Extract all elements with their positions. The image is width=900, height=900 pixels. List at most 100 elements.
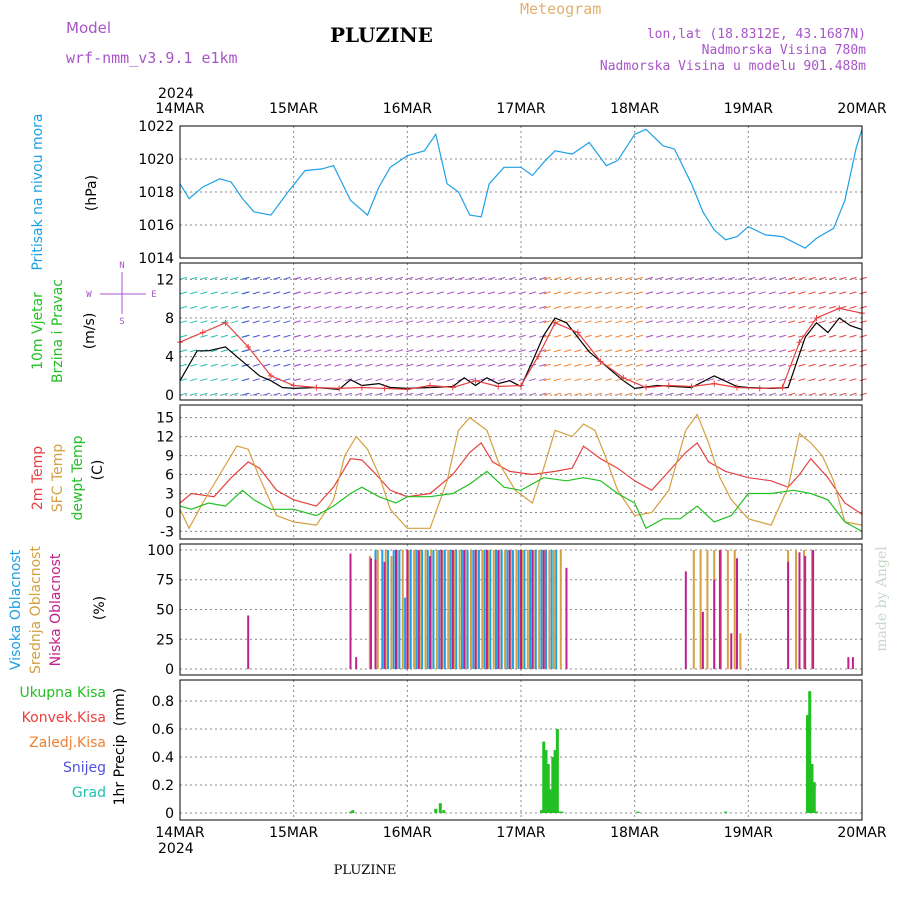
wind-arrow — [262, 291, 271, 295]
wind-arrow — [375, 378, 383, 382]
wind-arrow — [283, 334, 291, 338]
wind-arrow — [508, 305, 516, 309]
cloud-side-label-2: Srednja Oblacnost — [28, 546, 44, 674]
wind-arrow — [828, 320, 837, 324]
wind-arrow — [625, 320, 633, 324]
bar-niska-oblacnost — [394, 549, 397, 670]
wind-arrow — [727, 291, 736, 295]
temp-side-label-3: dewpt Temp — [70, 435, 86, 520]
wind-arrow — [344, 291, 352, 295]
wind-arrow — [798, 276, 806, 280]
wind-arrow — [273, 349, 281, 353]
wind-arrow — [467, 392, 475, 396]
wind-arrow — [808, 305, 816, 309]
wind-arrow — [200, 320, 208, 324]
series-line-pritisak-na-nivou-mora — [179, 128, 863, 249]
wind-arrow — [220, 363, 229, 367]
wind-arrow — [697, 378, 705, 382]
wind-arrow — [252, 291, 260, 295]
bar-niska-oblacnost — [565, 567, 568, 670]
y-tick-label: 12 — [156, 272, 174, 288]
wind-arrow — [528, 291, 537, 295]
bar-visoka-oblacnost — [500, 549, 503, 670]
wind-arrow — [446, 305, 455, 309]
y-tick-label: 4 — [165, 350, 174, 366]
bar-srednja-oblacnost — [726, 549, 729, 670]
wind-arrow — [697, 392, 705, 396]
bar-srednja-oblacnost — [407, 549, 410, 670]
bar-visoka-oblacnost — [523, 549, 526, 670]
wind-arrow — [324, 305, 332, 309]
compass-west: W — [86, 290, 92, 300]
bar-niska-oblacnost — [474, 549, 477, 670]
bar-niska-oblacnost — [451, 549, 454, 670]
wind-arrow — [252, 378, 260, 382]
bottom-year-label: 2024 — [158, 841, 194, 857]
bar-ukupna-kisa — [542, 741, 546, 813]
wind-arrow — [707, 334, 715, 338]
wind-arrow — [528, 320, 537, 324]
wind-arrow — [604, 349, 613, 353]
wind-arrow — [849, 363, 857, 367]
wind-arrow — [457, 276, 465, 280]
wind-arrow — [467, 305, 475, 309]
wind-arrow — [758, 320, 766, 324]
wind-arrow — [498, 349, 506, 353]
wind-arrow — [498, 378, 506, 382]
wind-arrow — [283, 378, 291, 382]
bar-srednja-oblacnost — [469, 549, 472, 670]
wind-arrow — [737, 378, 746, 382]
wind-arrow — [487, 291, 496, 295]
wind-arrow — [242, 378, 250, 382]
cloud-side-label-3: Niska Oblacnost — [48, 553, 64, 666]
wind-arrow — [574, 305, 582, 309]
wind-arrow — [231, 378, 239, 382]
wind-arrow — [553, 334, 562, 338]
wind-arrow — [179, 349, 188, 353]
wind-arrow — [365, 378, 373, 382]
wind-arrow — [528, 349, 537, 353]
wind-arrow — [242, 320, 250, 324]
bar-visoka-oblacnost — [550, 549, 553, 670]
wind-arrow — [727, 363, 736, 367]
wind-arrow — [508, 392, 516, 396]
wind-arrow — [262, 378, 271, 382]
wind-arrow — [798, 305, 806, 309]
wind-arrow — [676, 378, 684, 382]
temp-unit-label: (C) — [90, 460, 106, 481]
wind-arrow — [436, 305, 445, 309]
wind-arrow — [656, 334, 664, 338]
bar-visoka-oblacnost — [555, 549, 558, 670]
wind-arrow — [707, 320, 715, 324]
wind-arrow — [635, 305, 643, 309]
bar-niska-oblacnost — [383, 561, 386, 670]
wind-arrow — [231, 291, 239, 295]
bar-ukupna-kisa — [549, 789, 553, 813]
bar-visoka-oblacnost — [494, 549, 497, 670]
wind-arrow — [528, 305, 537, 309]
bar-visoka-oblacnost — [517, 549, 520, 670]
bar-srednja-oblacnost — [706, 549, 709, 670]
wind-arrow — [758, 276, 766, 280]
wind-arrow — [303, 349, 312, 353]
wind-arrow — [231, 363, 239, 367]
y-tick-label: 9 — [165, 449, 174, 465]
panel-frame-wind — [179, 262, 863, 401]
wind-arrow — [273, 363, 281, 367]
wind-arrow — [748, 276, 756, 280]
temp-side-label-2: SFC Temp — [50, 444, 66, 513]
wind-arrow — [467, 349, 475, 353]
wind-arrow — [574, 363, 582, 367]
wind-arrow — [615, 349, 623, 353]
bar-srednja-oblacnost — [515, 549, 518, 670]
wind-arrow — [518, 334, 526, 338]
wind-arrow — [574, 349, 582, 353]
bar-ukupna-kisa — [434, 808, 438, 813]
wind-arrow — [808, 378, 816, 382]
wind-arrow — [446, 392, 455, 396]
wind-arrow — [334, 378, 342, 382]
wind-arrow — [252, 334, 260, 338]
wind-arrow — [220, 291, 229, 295]
wind-arrow — [697, 305, 705, 309]
wind-arrow — [748, 378, 756, 382]
